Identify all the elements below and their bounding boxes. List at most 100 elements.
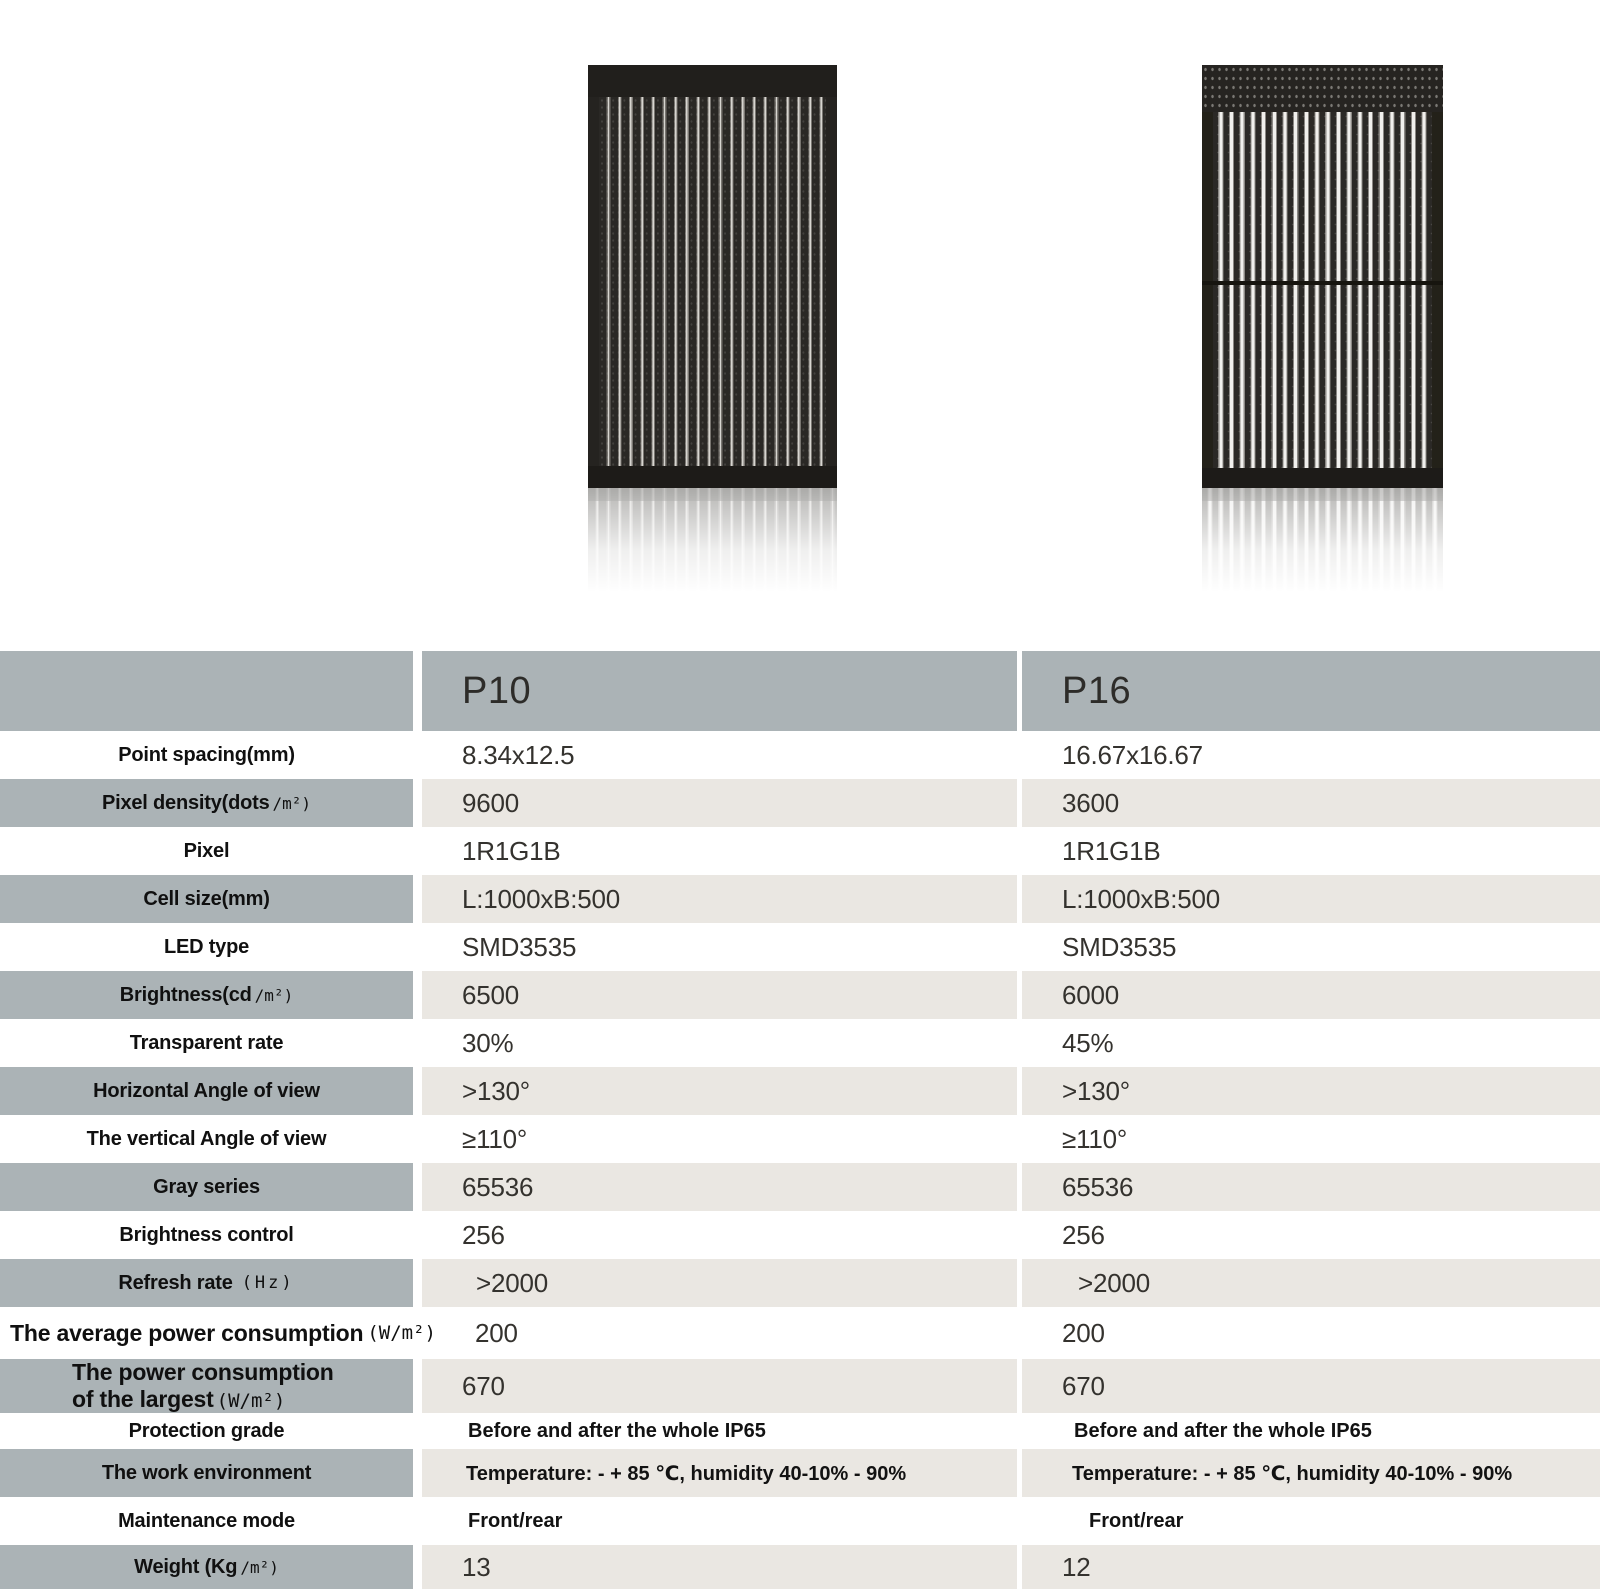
label-text: Weight (Kg [134, 1555, 238, 1578]
row-work-environment: The work environment Temperature: - + 85… [0, 1449, 1600, 1497]
row-transparent-rate: Transparent rate 30% 45% [0, 1019, 1600, 1067]
row-label: Gray series [0, 1163, 413, 1211]
label-text: Horizontal Angle of view [93, 1079, 320, 1102]
p16-value: ≥110° [1022, 1115, 1600, 1163]
row-label: Pixel [0, 827, 413, 875]
p10-value: Temperature: - + 85 ℃, humidity 40-10% -… [422, 1449, 1017, 1497]
value-text: 670 [462, 1370, 505, 1401]
p10-value: 30% [422, 1019, 1017, 1067]
row-weight: Weight (Kg/m²) 13 12 [0, 1545, 1600, 1589]
row-label: Refresh rate (Hz) [0, 1259, 413, 1307]
p16-value: >2000 [1022, 1259, 1600, 1307]
label-unit: /m²) [240, 1557, 279, 1577]
label-text: Gray series [153, 1175, 260, 1198]
row-label: Cell size(mm) [0, 875, 413, 923]
value-text: Before and after the whole IP65 [468, 1419, 766, 1442]
p10-value: 6500 [422, 971, 1017, 1019]
value-text: 200 [475, 1317, 518, 1348]
p10-value: 8.34x12.5 [422, 731, 1017, 779]
label-text: The work environment [101, 1461, 312, 1484]
value-text: Front/rear [468, 1509, 563, 1532]
p16-panel-top-bar [1202, 65, 1443, 112]
p16-value: Before and after the whole IP65 [1022, 1413, 1600, 1449]
label-text: Maintenance mode [118, 1509, 295, 1532]
p16-product-image [1202, 65, 1443, 488]
p10-value: 9600 [422, 779, 1017, 827]
spec-table: P10 P16 Point spacing(mm) 8.34x12.5 16.6… [0, 651, 1600, 1589]
row-label: Pixel density(dots/m²) [0, 779, 413, 827]
value-text: >130° [1062, 1075, 1130, 1106]
row-brightness: Brightness(cd/m²) 6500 6000 [0, 971, 1600, 1019]
label-text: Pixel density(dots [101, 791, 270, 814]
row-maintenance-mode: Maintenance mode Front/rear Front/rear [0, 1497, 1600, 1545]
p10-value: >2000 [422, 1259, 1017, 1307]
p16-value: 6000 [1022, 971, 1600, 1019]
p10-reflection [588, 488, 837, 600]
p16-panel-bottom-bar [1202, 468, 1443, 488]
label-unit: (W/m²) [216, 1390, 286, 1412]
p16-panel-middle-seam [1202, 281, 1443, 285]
row-pixel-density: Pixel density(dots/m²) 9600 3600 [0, 779, 1600, 827]
label-text: Brightness(cd [119, 983, 252, 1006]
value-text: 16.67x16.67 [1062, 739, 1203, 770]
header-p10: P10 [422, 651, 1017, 731]
value-text: ≥110° [462, 1123, 528, 1154]
p10-panel-top-bar [588, 65, 837, 97]
label-text: Point spacing(mm) [118, 743, 295, 766]
p16-value: 16.67x16.67 [1022, 731, 1600, 779]
label-unit: /m²) [254, 985, 294, 1005]
p10-value: 1R1G1B [422, 827, 1017, 875]
value-text: L:1000xB:500 [1062, 883, 1221, 914]
label-text: Cell size(mm) [143, 887, 270, 910]
row-led-type: LED type SMD3535 SMD3535 [0, 923, 1600, 971]
p10-value: 65536 [422, 1163, 1017, 1211]
row-cell-size: Cell size(mm) L:1000xB:500 L:1000xB:500 [0, 875, 1600, 923]
label-unit: (Hz) [241, 1273, 295, 1293]
value-text: SMD3535 [462, 931, 577, 962]
p16-value: 12 [1022, 1545, 1600, 1589]
p16-value: >130° [1022, 1067, 1600, 1115]
p10-value: >130° [422, 1067, 1017, 1115]
p10-value: L:1000xB:500 [422, 875, 1017, 923]
value-text: 256 [462, 1219, 505, 1250]
row-label: Maintenance mode [0, 1497, 413, 1545]
p16-value: 3600 [1022, 779, 1600, 827]
p10-value: 13 [422, 1545, 1017, 1589]
value-text: 1R1G1B [462, 835, 561, 866]
label-text: Transparent rate [129, 1031, 284, 1054]
p10-value: 670 [422, 1359, 1017, 1413]
p10-value: Front/rear [422, 1497, 1017, 1545]
row-brightness-control: Brightness control 256 256 [0, 1211, 1600, 1259]
value-text: 12 [1062, 1551, 1091, 1582]
p10-value: 256 [422, 1211, 1017, 1259]
row-label: The average power consumption (W/m²) [0, 1307, 436, 1359]
p10-panel-bottom-bar [588, 466, 837, 488]
label-text: Refresh rate [118, 1271, 233, 1294]
row-label: Brightness control [0, 1211, 413, 1259]
value-text: 6500 [462, 979, 520, 1010]
label-text: Brightness control [119, 1223, 294, 1246]
p10-led-strips [588, 97, 837, 466]
row-label: Point spacing(mm) [0, 731, 413, 779]
value-text: 256 [1062, 1219, 1105, 1250]
row-max-power: The power consumption of the largest (W/m… [0, 1359, 1600, 1413]
p16-value: 45% [1022, 1019, 1600, 1067]
row-vertical-angle: The vertical Angle of view ≥110° ≥110° [0, 1115, 1600, 1163]
label-text: LED type [163, 935, 250, 958]
p16-value: L:1000xB:500 [1022, 875, 1600, 923]
row-label: Horizontal Angle of view [0, 1067, 413, 1115]
row-label: Weight (Kg/m²) [0, 1545, 413, 1589]
value-text: >130° [462, 1075, 530, 1106]
value-text: >2000 [1078, 1267, 1151, 1298]
p16-value: Front/rear [1022, 1497, 1600, 1545]
value-text: 6000 [1062, 979, 1120, 1010]
value-text: Temperature: - + 85 ℃, humidity 40-10% -… [1072, 1462, 1513, 1485]
value-text: 45% [1062, 1027, 1114, 1058]
p16-value: 1R1G1B [1022, 827, 1600, 875]
p16-value: SMD3535 [1022, 923, 1600, 971]
value-text: 65536 [462, 1171, 534, 1202]
value-text: SMD3535 [1062, 931, 1177, 962]
header-p16: P16 [1022, 651, 1600, 731]
label-text: The vertical Angle of view [86, 1127, 327, 1150]
